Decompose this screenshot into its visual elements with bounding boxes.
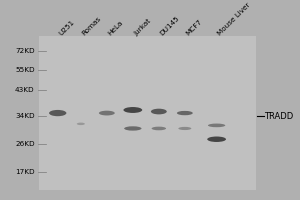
Text: DU145: DU145 [159, 15, 181, 37]
Bar [39, 36, 256, 190]
Text: TRADD: TRADD [264, 112, 293, 121]
Text: MCF7: MCF7 [185, 19, 203, 37]
Text: 72KD: 72KD [15, 48, 34, 54]
Text: 26KD: 26KD [15, 141, 34, 147]
Text: HeLa: HeLa [107, 20, 124, 37]
Text: 43KD: 43KD [15, 87, 34, 93]
Text: 17KD: 17KD [15, 169, 34, 175]
Ellipse shape [152, 127, 166, 130]
Ellipse shape [49, 110, 66, 116]
Ellipse shape [77, 123, 85, 125]
Text: 34KD: 34KD [15, 113, 34, 119]
Text: Jurkat: Jurkat [133, 18, 152, 37]
Ellipse shape [123, 107, 142, 113]
Ellipse shape [208, 124, 225, 127]
Text: 55KD: 55KD [15, 67, 34, 73]
Ellipse shape [99, 111, 115, 115]
Ellipse shape [178, 127, 191, 130]
Text: Mouse Liver: Mouse Liver [217, 2, 252, 37]
Text: U251: U251 [58, 19, 76, 37]
Ellipse shape [207, 137, 226, 142]
Ellipse shape [177, 111, 193, 115]
Text: Romas: Romas [81, 16, 102, 37]
Ellipse shape [151, 109, 167, 114]
Ellipse shape [124, 126, 142, 131]
